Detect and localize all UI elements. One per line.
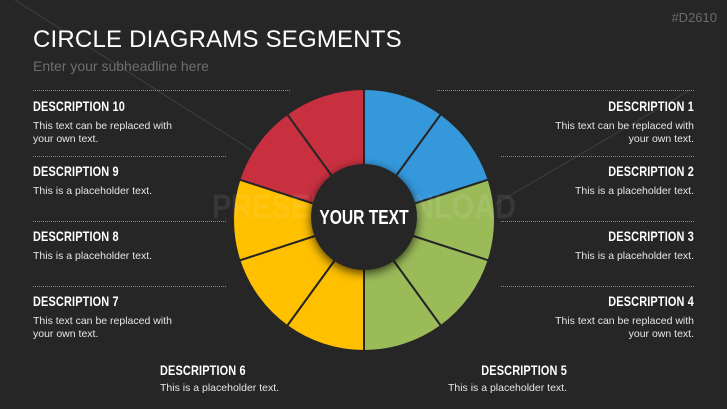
divider [501, 286, 694, 287]
description-text: This text can be replaced with your own … [33, 315, 172, 340]
segment-8 [232, 178, 368, 262]
description-text: This is a placeholder text. [33, 185, 153, 197]
divider [33, 286, 226, 287]
description-text: This is a placeholder text. [574, 250, 694, 262]
description-text: This is a placeholder text. [447, 382, 567, 394]
description-4: DESCRIPTION 4 This text can be replaced … [494, 293, 694, 341]
segment-3 [360, 178, 496, 262]
description-text: This is a placeholder text. [574, 185, 694, 197]
description-text: This text can be replaced with your own … [555, 315, 694, 340]
description-9: DESCRIPTION 9 This is a placeholder text… [33, 163, 233, 198]
divider [33, 221, 226, 222]
description-heading: DESCRIPTION 2 [608, 163, 694, 179]
divider [501, 156, 694, 157]
divider [33, 156, 226, 157]
description-10: DESCRIPTION 10 This text can be replaced… [33, 98, 233, 146]
divider [33, 90, 290, 91]
description-heading: DESCRIPTION 9 [33, 163, 119, 179]
description-7: DESCRIPTION 7 This text can be replaced … [33, 293, 233, 341]
description-heading: DESCRIPTION 4 [608, 293, 694, 309]
description-heading: DESCRIPTION 6 [160, 362, 246, 378]
description-heading: DESCRIPTION 8 [33, 228, 119, 244]
description-text: This is a placeholder text. [160, 382, 280, 394]
center-circle [311, 164, 417, 270]
description-heading: DESCRIPTION 5 [481, 362, 567, 378]
description-heading: DESCRIPTION 10 [33, 98, 126, 114]
divider [501, 221, 694, 222]
description-heading: DESCRIPTION 7 [33, 293, 119, 309]
description-2: DESCRIPTION 2 This is a placeholder text… [494, 163, 694, 198]
description-text: This text can be replaced with your own … [33, 120, 172, 145]
description-3: DESCRIPTION 3 This is a placeholder text… [494, 228, 694, 263]
page-title: CIRCLE DIAGRAMS SEGMENTS [33, 26, 402, 53]
description-text: This is a placeholder text. [33, 250, 153, 262]
slide-code: #D2610 [671, 10, 717, 25]
divider [437, 90, 694, 91]
description-text: This text can be replaced with your own … [555, 120, 694, 145]
description-heading: DESCRIPTION 3 [608, 228, 694, 244]
description-8: DESCRIPTION 8 This is a placeholder text… [33, 228, 233, 263]
description-heading: DESCRIPTION 1 [608, 98, 694, 114]
subtitle: Enter your subheadline here [33, 58, 209, 74]
description-5: DESCRIPTION 5 This is a placeholder text… [367, 362, 567, 395]
center-text: YOUR TEXT [319, 206, 408, 228]
description-6: DESCRIPTION 6 This is a placeholder text… [160, 362, 360, 395]
description-1: DESCRIPTION 1 This text can be replaced … [494, 98, 694, 146]
